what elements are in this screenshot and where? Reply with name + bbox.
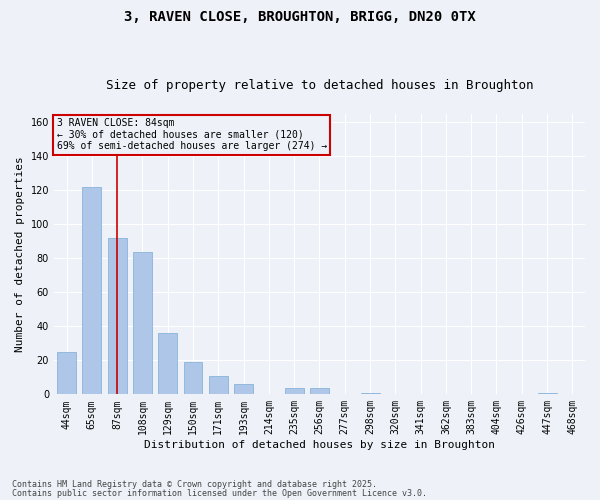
Text: Contains public sector information licensed under the Open Government Licence v3: Contains public sector information licen… bbox=[12, 489, 427, 498]
Bar bbox=[184, 362, 202, 394]
Bar bbox=[234, 384, 253, 394]
Text: 3, RAVEN CLOSE, BROUGHTON, BRIGG, DN20 0TX: 3, RAVEN CLOSE, BROUGHTON, BRIGG, DN20 0… bbox=[124, 10, 476, 24]
X-axis label: Distribution of detached houses by size in Broughton: Distribution of detached houses by size … bbox=[144, 440, 495, 450]
Bar bbox=[82, 187, 101, 394]
Bar bbox=[284, 388, 304, 394]
Bar bbox=[57, 352, 76, 395]
Text: 3 RAVEN CLOSE: 84sqm
← 30% of detached houses are smaller (120)
69% of semi-deta: 3 RAVEN CLOSE: 84sqm ← 30% of detached h… bbox=[56, 118, 327, 152]
Bar bbox=[158, 333, 177, 394]
Bar bbox=[133, 252, 152, 394]
Bar bbox=[209, 376, 228, 394]
Bar bbox=[538, 392, 557, 394]
Bar bbox=[361, 392, 380, 394]
Y-axis label: Number of detached properties: Number of detached properties bbox=[15, 156, 25, 352]
Bar bbox=[310, 388, 329, 394]
Bar bbox=[107, 238, 127, 394]
Text: Contains HM Land Registry data © Crown copyright and database right 2025.: Contains HM Land Registry data © Crown c… bbox=[12, 480, 377, 489]
Title: Size of property relative to detached houses in Broughton: Size of property relative to detached ho… bbox=[106, 79, 533, 92]
